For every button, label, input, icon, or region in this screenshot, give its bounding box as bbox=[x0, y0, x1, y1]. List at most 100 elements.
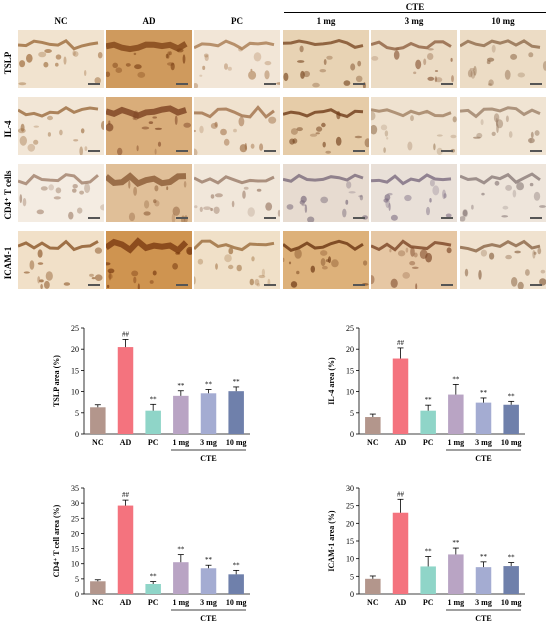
bar-3mg bbox=[200, 568, 217, 594]
y-tick-label: 25 bbox=[346, 502, 354, 511]
scale-bar bbox=[353, 83, 365, 85]
micrograph-tile bbox=[106, 30, 192, 88]
col-header-10mg: 10 mg bbox=[491, 16, 515, 26]
cte-group-header: CTE bbox=[405, 2, 425, 12]
category-label: NC bbox=[367, 598, 379, 607]
scale-bar bbox=[353, 150, 365, 152]
category-label: 10 mg bbox=[226, 438, 247, 447]
group-label: CTE bbox=[475, 454, 491, 463]
scale-bar bbox=[441, 150, 453, 152]
scale-bar bbox=[441, 83, 453, 85]
y-tick-label: 10 bbox=[71, 388, 79, 397]
scale-bar bbox=[88, 284, 100, 286]
y-tick-label: 20 bbox=[71, 529, 79, 538]
col-header-nc: NC bbox=[54, 16, 68, 26]
significance-mark: ** bbox=[508, 392, 516, 400]
micrograph-tile bbox=[194, 164, 280, 222]
category-label: AD bbox=[395, 598, 407, 607]
scale-bar bbox=[264, 284, 276, 286]
y-tick-label: 25 bbox=[71, 514, 79, 523]
significance-mark: ** bbox=[177, 546, 185, 554]
scale-bar bbox=[530, 284, 542, 286]
y-tick-label: 35 bbox=[71, 484, 79, 493]
scale-bar bbox=[264, 217, 276, 219]
significance-mark: ## bbox=[122, 491, 130, 499]
col-header-pc: PC bbox=[231, 16, 243, 26]
category-label: PC bbox=[423, 598, 434, 607]
scale-bar bbox=[176, 150, 188, 152]
significance-mark: ** bbox=[150, 573, 158, 581]
category-label: 1 mg bbox=[172, 438, 189, 447]
category-label: 3 mg bbox=[475, 438, 492, 447]
scale-bar bbox=[353, 284, 365, 286]
micrograph-tile bbox=[106, 97, 192, 155]
icam1-area-chart: 0 5 10 15 20 25 30 ICAM-1 area (%) NC ## AD ** PC ** 1… bbox=[327, 484, 525, 623]
bar-pc bbox=[145, 584, 161, 594]
bar-10mg bbox=[228, 574, 244, 594]
bar-pc bbox=[420, 410, 436, 434]
y-tick-label: 10 bbox=[346, 555, 354, 564]
y-tick-label: 0 bbox=[350, 590, 354, 599]
bar-pc bbox=[420, 566, 436, 594]
y-tick-label: 20 bbox=[346, 345, 354, 354]
col-header-ad: AD bbox=[142, 16, 156, 26]
significance-mark: ## bbox=[397, 339, 405, 347]
category-label: PC bbox=[423, 438, 434, 447]
bar-1mg bbox=[448, 394, 464, 434]
significance-mark: ## bbox=[397, 490, 405, 498]
category-label: 1 mg bbox=[172, 598, 189, 607]
y-tick-label: 15 bbox=[71, 545, 79, 554]
significance-mark: ** bbox=[508, 554, 516, 562]
category-label: NC bbox=[367, 438, 379, 447]
micrograph-tile bbox=[460, 164, 546, 222]
bar-1mg bbox=[173, 562, 189, 594]
category-label: 10 mg bbox=[226, 598, 247, 607]
significance-mark: ** bbox=[233, 378, 241, 386]
significance-mark: ** bbox=[233, 561, 241, 569]
bar-nc bbox=[90, 581, 106, 594]
y-axis-label: IL-4 area (%) bbox=[327, 357, 336, 405]
category-label: 3 mg bbox=[200, 598, 217, 607]
y-tick-label: 30 bbox=[71, 499, 79, 508]
significance-mark: ** bbox=[205, 556, 213, 564]
bar-nc bbox=[365, 578, 381, 594]
y-tick-label: 20 bbox=[71, 345, 79, 354]
scale-bar bbox=[264, 150, 276, 152]
scale-bar bbox=[530, 83, 542, 85]
micrograph-tile bbox=[371, 231, 457, 289]
bar-ad bbox=[392, 358, 409, 434]
y-tick-label: 5 bbox=[75, 409, 79, 418]
category-label: AD bbox=[120, 438, 132, 447]
micrograph-tile bbox=[18, 30, 104, 88]
micrograph-tile bbox=[460, 30, 546, 88]
group-label: CTE bbox=[200, 614, 216, 623]
y-tick-label: 15 bbox=[346, 366, 354, 375]
micrograph-tile bbox=[283, 164, 369, 222]
cd4-area-chart: 0 5 10 15 20 25 30 35 CD4⁺ T cell area (%) NC ## AD… bbox=[52, 484, 250, 623]
y-tick-label: 0 bbox=[350, 430, 354, 439]
bar-1mg bbox=[173, 395, 189, 434]
scale-bar bbox=[530, 217, 542, 219]
bar-3mg bbox=[200, 393, 217, 434]
micrograph-panel: CTE NC AD PC 1 mg 3 mg 10 mg TSLP IL-4 C… bbox=[0, 0, 550, 300]
y-tick-label: 5 bbox=[75, 575, 79, 584]
scale-bar bbox=[88, 217, 100, 219]
bar-10mg bbox=[503, 404, 519, 434]
bar-3mg bbox=[475, 402, 492, 434]
category-label: NC bbox=[92, 598, 104, 607]
category-label: PC bbox=[148, 438, 159, 447]
micrograph-tile bbox=[18, 231, 104, 289]
category-label: 10 mg bbox=[501, 598, 522, 607]
micrograph-tile bbox=[18, 164, 104, 222]
micrograph-tile bbox=[283, 97, 369, 155]
category-label: 10 mg bbox=[501, 438, 522, 447]
y-tick-label: 10 bbox=[71, 560, 79, 569]
y-tick-label: 0 bbox=[75, 590, 79, 599]
micrograph-tile bbox=[106, 164, 192, 222]
micrograph-tile bbox=[371, 164, 457, 222]
col-header-1mg: 1 mg bbox=[316, 16, 336, 26]
significance-mark: ** bbox=[480, 553, 488, 561]
micrograph-tile bbox=[106, 231, 192, 289]
micrograph-tile bbox=[460, 97, 546, 155]
category-label: 1 mg bbox=[447, 438, 464, 447]
